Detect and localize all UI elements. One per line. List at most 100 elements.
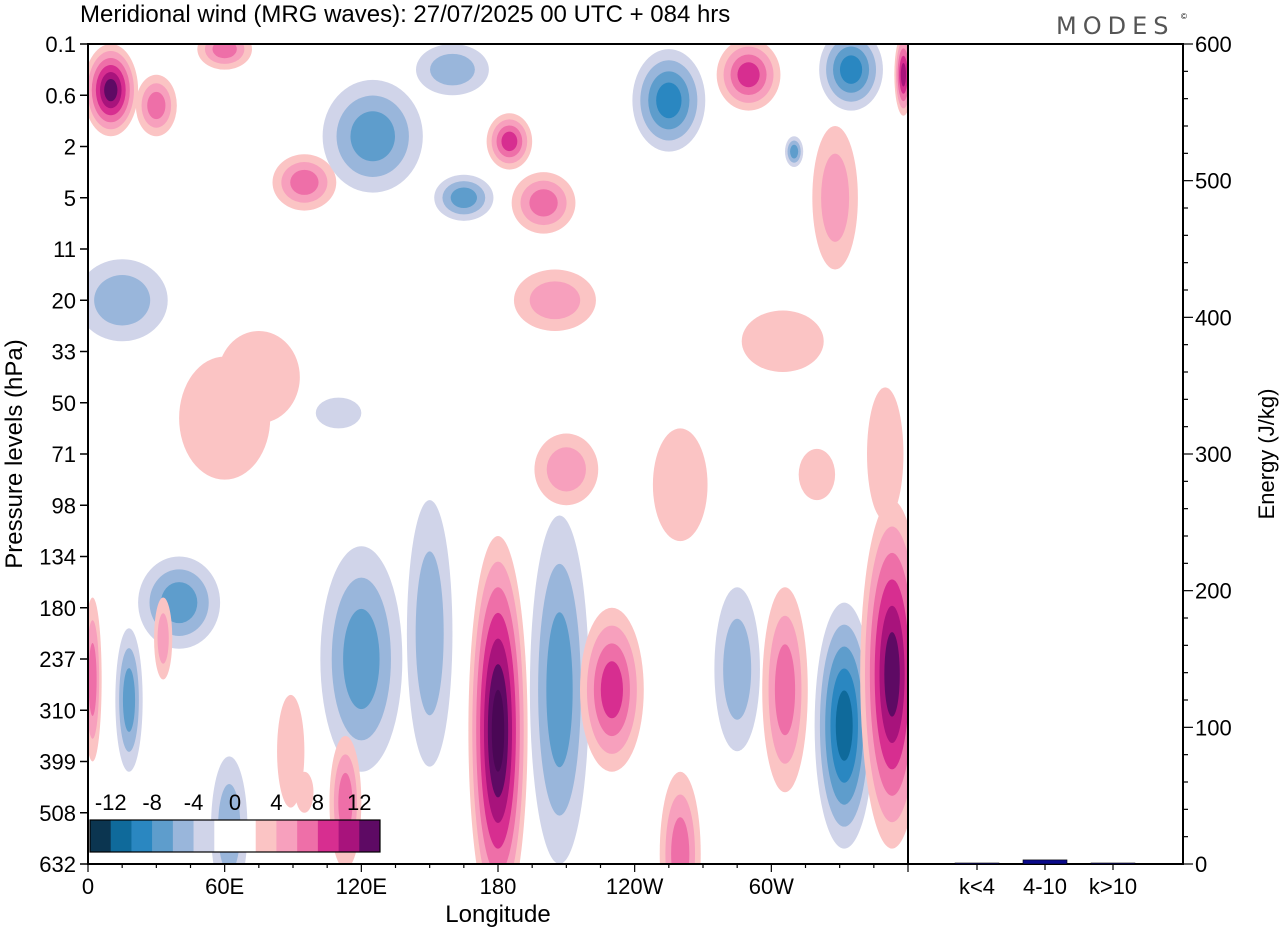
energy-tick-label: 0 [1195, 852, 1207, 877]
contour-blob-32-band-7 [491, 689, 505, 772]
colorbar-swatch [338, 820, 360, 852]
colorbar-swatch [214, 820, 236, 852]
contour-blob-24-band-1 [867, 387, 904, 521]
y-tick-label: 5 [64, 186, 76, 211]
colorbar [89, 819, 381, 853]
contour-blob-10-band-4 [737, 62, 760, 88]
contour-blob-11-band-4 [839, 55, 863, 84]
colorbar-swatch [172, 820, 194, 852]
contour-blob-3-band-3 [290, 169, 319, 195]
contour-blob-37-band-3 [774, 644, 796, 736]
y-tick-label: 50 [52, 391, 76, 416]
colorbar-swatch [193, 820, 215, 852]
y-tick-label: 134 [39, 545, 76, 570]
colorbar-swatch [131, 820, 153, 852]
energy-bar-4-10 [1022, 859, 1068, 865]
contour-blob-0-band-6 [104, 78, 118, 102]
y-tick-label: 237 [39, 647, 76, 672]
x-axis: 0 60E 120E 180 120W 60W [82, 864, 909, 899]
contour-blob-12-band-3 [790, 144, 799, 159]
contour-blob-28-band-3 [343, 608, 380, 710]
colorbar-swatch [317, 820, 339, 852]
contour-blob-18-band-1 [741, 310, 824, 372]
y-tick-label: 2 [64, 135, 76, 160]
colorbar-labels: -12 -8 -4 0 4 8 12 [95, 790, 372, 815]
contour-blob-19-band-1 [179, 356, 271, 480]
contour-blob-35-band-3 [671, 817, 690, 864]
energy-axis-label: Energy (J/kg) [1254, 389, 1279, 520]
y-tick-label: 508 [39, 801, 76, 826]
x-tick-label: 180 [480, 874, 517, 899]
colorbar-label: 12 [347, 790, 371, 815]
y-tick-label: 310 [39, 698, 76, 723]
contour-blob-23-band-1 [798, 448, 836, 501]
contour-blob-36-band-2 [723, 618, 752, 720]
contour-blob-13-band-2 [821, 153, 850, 242]
x-tick-label: 120W [606, 874, 664, 899]
y-tick-label: 632 [39, 852, 76, 877]
contour-blob-21-band-2 [546, 447, 586, 492]
y-tick-label: 33 [52, 340, 76, 365]
colorbar-frame [89, 819, 381, 853]
colorbar-label: -8 [142, 790, 162, 815]
contour-blob-2-band-3 [212, 44, 237, 59]
contour-blob-5-band-3 [350, 111, 395, 162]
contour-blob-22-band-1 [652, 428, 708, 542]
energy-bars [954, 859, 1136, 865]
energy-bar-k<4 [954, 862, 1000, 865]
y-tick-label: 180 [39, 596, 76, 621]
colorbar-label: -12 [95, 790, 127, 815]
y-tick-label: 0.1 [45, 32, 76, 57]
colorbar-swatch [235, 820, 257, 852]
contour-blob-15-band-2 [94, 275, 151, 326]
contour-blob-34-band-4 [600, 661, 623, 719]
colorbar-swatch [297, 820, 319, 852]
energy-tick-label: 300 [1195, 442, 1232, 467]
colorbar-label: 8 [312, 790, 324, 815]
x-axis-label: Longitude [445, 901, 550, 928]
colorbar-label: 4 [270, 790, 282, 815]
colorbar-label: -4 [184, 790, 204, 815]
contour-blob-9-band-4 [656, 82, 682, 119]
y-tick-label: 0.6 [45, 83, 76, 108]
contour-blob-1-band-3 [147, 91, 166, 120]
contour-blob-26-band-3 [122, 668, 136, 732]
colorbar-label: 0 [229, 790, 241, 815]
y-tick-label: 71 [52, 442, 76, 467]
energy-category-label: k>10 [1089, 874, 1137, 899]
y-tick-label: 11 [53, 237, 76, 262]
colorbar-swatch [110, 820, 132, 852]
contour-blob-4-band-2 [430, 53, 475, 86]
y-tick-label: 399 [39, 750, 76, 775]
colorbar-swatch [152, 820, 174, 852]
colorbar-swatch [276, 820, 298, 852]
contour-blob-8-band-3 [529, 189, 558, 217]
contour-blob-27-band-2 [157, 613, 169, 664]
y-tick-label: 20 [52, 288, 76, 313]
brand-mark: © [1181, 12, 1187, 21]
contour-blob-14-band-5 [900, 63, 907, 87]
colorbar-swatch [359, 820, 381, 852]
contour-blob-33-band-3 [546, 612, 573, 768]
x-tick-label: 60W [749, 874, 794, 899]
energy-axis: 0 100 200 300 400 500 600 [1183, 32, 1232, 877]
contour-blob-40-band-3 [88, 643, 97, 716]
y-axis-label: Pressure levels (hPa) [1, 339, 28, 568]
energy-category-label: k<4 [959, 874, 995, 899]
energy-tick-label: 400 [1195, 305, 1232, 330]
energy-tick-label: 500 [1195, 169, 1232, 194]
contour-blob-17-band-2 [529, 281, 581, 320]
contour-blob-42-band-1 [295, 771, 314, 813]
energy-tick-label: 600 [1195, 32, 1232, 57]
energy-panel-frame [907, 43, 1184, 865]
energy-bar-k>10 [1090, 862, 1136, 865]
x-tick-label: 120E [336, 874, 387, 899]
energy-category-label: 4-10 [1023, 874, 1067, 899]
energy-tick-label: 100 [1195, 715, 1232, 740]
contour-blob-6-band-3 [450, 187, 477, 208]
contour-blob-20-band-1 [315, 397, 362, 429]
contour-blob-31-band-3 [338, 772, 353, 833]
x-tick-label: 0 [82, 874, 94, 899]
y-axis: 0.1 0.6 2 5 11 20 33 50 71 98 134 180 237 310 399 508 63… [39, 32, 88, 877]
